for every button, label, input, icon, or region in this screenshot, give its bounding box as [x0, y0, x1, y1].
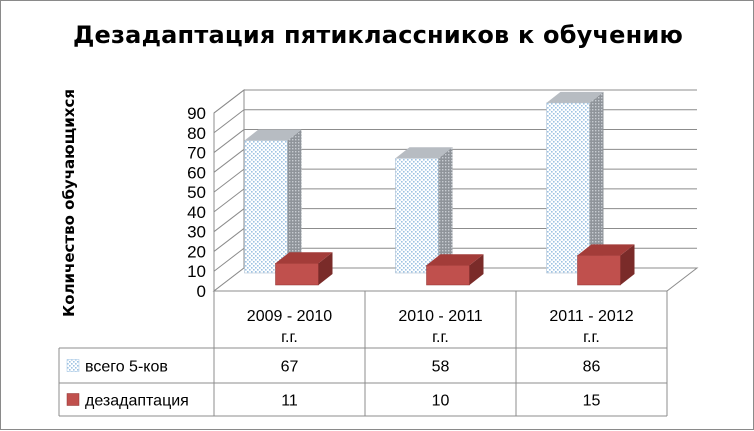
- data-value: 67: [281, 359, 299, 376]
- gridline-side: [213, 247, 245, 272]
- y-tick-label: 50: [187, 183, 206, 202]
- legend-label: всего 5-ков: [85, 359, 168, 376]
- bar-front: [577, 255, 621, 286]
- data-value: 11: [281, 393, 298, 410]
- y-tick-label: 30: [187, 223, 206, 242]
- bar-side: [620, 244, 635, 285]
- bar-front: [395, 158, 439, 274]
- bar-side: [287, 129, 302, 273]
- legend-label: дезадаптация: [85, 393, 189, 410]
- y-tick-label: 70: [187, 144, 206, 163]
- legend-key: [66, 393, 80, 406]
- gridline-side: [213, 168, 245, 193]
- bar-side: [318, 252, 333, 285]
- data-value: 10: [432, 393, 450, 410]
- bar-top: [275, 252, 333, 264]
- bar-front: [275, 262, 319, 286]
- bar-side: [589, 91, 604, 274]
- x-tick-label: г.г.: [281, 329, 298, 346]
- data-value: 15: [583, 393, 601, 410]
- y-tick-label: 80: [187, 124, 206, 143]
- bar-front: [244, 140, 288, 274]
- y-tick-label: 10: [187, 262, 206, 281]
- bar-top: [546, 91, 604, 103]
- bar-front: [426, 264, 470, 286]
- bar-top: [426, 254, 484, 266]
- x-tick-label: г.г.: [432, 329, 449, 346]
- gridline-side: [213, 208, 245, 233]
- y-tick-label: 0: [197, 282, 206, 301]
- bar-front: [546, 102, 590, 274]
- y-tick-label: 60: [187, 163, 206, 182]
- legend-key: [66, 359, 80, 372]
- x-tick-label: 2009 - 2010: [247, 308, 333, 325]
- bar-side: [438, 147, 453, 273]
- side-wall: [213, 88, 245, 293]
- y-tick-label: 20: [187, 242, 206, 261]
- x-tick-label: 2011 - 2012: [549, 308, 633, 325]
- y-tick-label: 40: [187, 203, 206, 222]
- bar-top: [577, 244, 635, 256]
- bar-side: [469, 254, 484, 285]
- bar-top: [395, 147, 453, 159]
- chart-title: Дезадаптация пятиклассников к обучению: [72, 21, 683, 49]
- data-value: 58: [432, 359, 450, 376]
- x-tick-label: г.г.: [583, 329, 600, 346]
- gridline-side: [213, 188, 245, 213]
- gridline-side: [213, 228, 245, 252]
- gridline-side: [213, 129, 245, 153]
- data-value: 86: [583, 359, 601, 376]
- gridline-side: [213, 109, 245, 134]
- y-tick-label: 90: [187, 104, 206, 123]
- gridline-side: [213, 89, 245, 114]
- x-tick-label: 2010 - 2011: [398, 308, 482, 325]
- gridline-side: [213, 148, 245, 173]
- bar-top: [244, 129, 302, 141]
